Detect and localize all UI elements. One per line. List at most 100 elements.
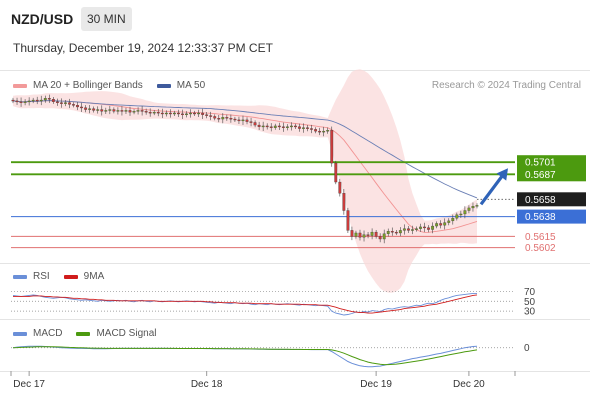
candle — [334, 160, 338, 185]
candle-body — [237, 119, 241, 122]
candle-body — [390, 231, 394, 233]
candle-body — [19, 101, 23, 103]
candle-body — [463, 210, 467, 215]
candle — [390, 227, 394, 236]
level-tag-bg — [517, 209, 586, 224]
candle-body — [84, 107, 88, 110]
candle — [306, 124, 309, 132]
candle — [431, 222, 435, 234]
candle — [47, 94, 51, 103]
candle — [342, 189, 346, 215]
candle-body — [144, 111, 148, 113]
candle — [27, 97, 31, 106]
macd-legend-label: MACD — [33, 328, 63, 339]
candle-body — [39, 99, 43, 102]
candle — [318, 127, 322, 136]
candle-body — [76, 105, 79, 108]
candle — [201, 108, 205, 119]
candle — [407, 225, 410, 234]
candle — [294, 123, 297, 129]
candle-body — [225, 117, 229, 119]
candle — [411, 225, 414, 235]
candle-body — [217, 118, 221, 120]
candle-body — [471, 206, 475, 209]
candle — [152, 109, 156, 116]
candle — [15, 97, 19, 105]
forecast-arrow-shaft — [479, 172, 506, 206]
candle-body — [156, 111, 160, 114]
forecast-arrow-head — [496, 168, 508, 181]
candle — [358, 229, 362, 241]
candle-body — [326, 130, 330, 132]
candle-body — [366, 234, 370, 236]
candle — [374, 229, 378, 239]
candle-body — [334, 162, 338, 183]
candle-body — [411, 229, 414, 231]
rsi-ma-line — [13, 294, 478, 314]
price-panel-top-border — [0, 70, 590, 71]
candle-body — [435, 223, 439, 227]
candle — [435, 221, 439, 229]
candle-body — [136, 110, 140, 112]
candle-body — [241, 119, 245, 122]
candle — [350, 226, 354, 241]
level-tag-label: 0.5701 — [525, 158, 556, 169]
candle-body — [253, 122, 257, 126]
candle-body — [120, 110, 124, 112]
candle — [245, 117, 249, 125]
level-tag-label: 0.5658 — [525, 195, 556, 206]
candle-body — [402, 228, 406, 231]
candle — [455, 212, 459, 221]
timeframe-badge[interactable]: 30 MIN — [81, 7, 132, 31]
candle-body — [342, 193, 346, 211]
rsi-ma-legend-label: 9MA — [83, 271, 105, 282]
candle — [338, 178, 342, 197]
candle — [112, 107, 116, 114]
candle — [467, 205, 471, 214]
candle-body — [265, 125, 269, 128]
macd-panel: 0 — [11, 343, 530, 368]
candle — [116, 107, 120, 115]
x-tick-label: Dec 18 — [191, 379, 223, 390]
candle-body — [386, 231, 390, 234]
candle-body — [35, 99, 39, 102]
candle — [164, 110, 168, 117]
candle-body — [382, 233, 386, 240]
candle-body — [261, 125, 265, 128]
forecast-arrow — [479, 168, 508, 206]
level-tag-bg — [517, 167, 586, 182]
candle-body — [112, 109, 116, 112]
candle-body — [407, 228, 410, 231]
candle — [277, 122, 281, 130]
level-tag-bg — [517, 155, 586, 170]
candle-body — [47, 98, 51, 100]
rsi-ma-swatch — [63, 274, 78, 279]
candle — [281, 122, 285, 132]
candle — [96, 106, 100, 114]
candle-body — [394, 231, 398, 234]
candle-body — [80, 106, 83, 109]
candle — [237, 116, 241, 124]
candle-body — [427, 227, 430, 230]
rsi-line — [12, 292, 477, 316]
candle — [104, 107, 108, 114]
candle-body — [60, 102, 63, 104]
candle-body — [346, 210, 350, 231]
candle — [302, 123, 305, 133]
candle — [76, 102, 79, 111]
candle-body — [189, 112, 192, 115]
candle — [39, 95, 43, 106]
candle — [205, 112, 209, 119]
candle — [225, 114, 229, 121]
candle-body — [64, 102, 67, 104]
candle — [124, 107, 128, 114]
candle-body — [310, 128, 313, 130]
candle-body — [221, 117, 225, 120]
candle — [120, 106, 124, 116]
candle-body — [23, 101, 27, 103]
candle — [51, 97, 55, 104]
rsi-level-label: 30 — [524, 307, 536, 318]
candle — [354, 230, 358, 239]
